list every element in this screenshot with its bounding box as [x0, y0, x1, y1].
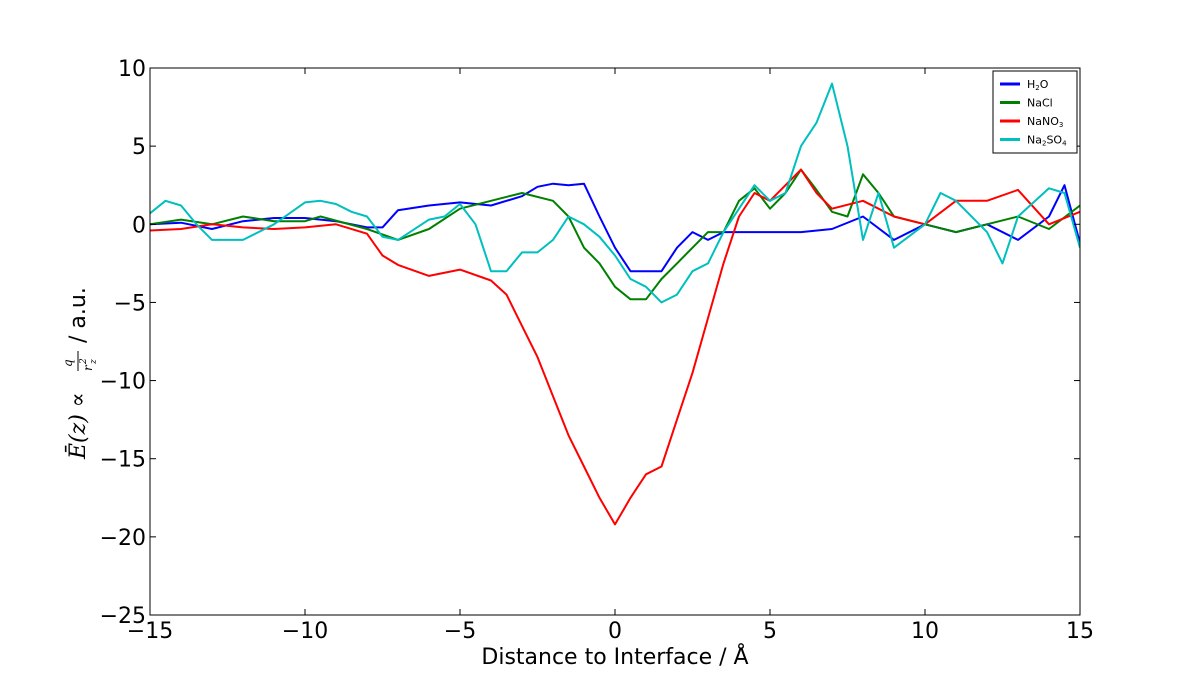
legend-label: NaNO3: [1027, 115, 1063, 129]
legend-label: NaCl: [1027, 97, 1053, 110]
x-tick-label: 0: [608, 619, 622, 644]
y-tick-label: −15: [100, 448, 146, 473]
legend: H2O NaCl NaNO3 Na2SO4: [992, 70, 1078, 154]
y-tick-label: 0: [132, 213, 146, 238]
y-axis-title-lhs: Ē(z) ∝: [65, 392, 91, 460]
y-axis-title-unit: / a.u.: [66, 287, 91, 343]
x-tick-label: −5: [444, 619, 476, 644]
y-axis-title-denominator: r: [81, 364, 95, 371]
x-tick-label: −15: [127, 619, 173, 644]
x-tick-label: −10: [282, 619, 328, 644]
y-axis-title-subscript: z: [89, 359, 99, 365]
ticks: −15 −10 −5 0 5 10 15 −25 −20 −15 −10 −5 0 5 10: [100, 57, 1094, 644]
plot-lines: [150, 82, 1080, 526]
y-tick-label: −25: [100, 604, 146, 629]
legend-label: H2O: [1027, 78, 1049, 92]
y-tick-label: 10: [118, 57, 146, 82]
y-axis-title-superscript: 2: [79, 358, 89, 365]
series-line-1: [150, 168, 1080, 301]
x-tick-label: 10: [911, 619, 939, 644]
y-tick-label: −10: [100, 370, 146, 395]
x-tick-label: 15: [1066, 619, 1094, 644]
series-line-3: [150, 82, 1080, 304]
y-tick-label: −5: [114, 291, 146, 316]
plot-frame: [149, 67, 1081, 616]
legend-label: Na2SO4: [1027, 134, 1067, 148]
series-line-2: [150, 168, 1080, 526]
y-tick-label: −20: [100, 526, 146, 551]
y-axis-title-numerator: q: [61, 359, 75, 367]
y-axis-title: Ē(z) ∝ q r z 2 / a.u.: [61, 287, 99, 460]
x-axis-title: Distance to Interface / Å: [481, 643, 748, 670]
x-tick-label: 5: [763, 619, 777, 644]
y-tick-label: 5: [132, 135, 146, 160]
